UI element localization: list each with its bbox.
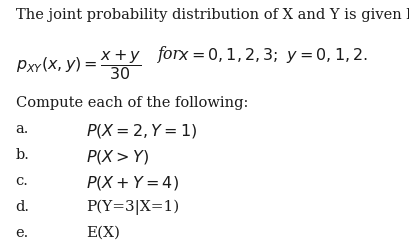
Text: $P(X > Y)$: $P(X > Y)$ <box>86 148 149 166</box>
Text: $P(X + Y = 4)$: $P(X + Y = 4)$ <box>86 174 179 192</box>
Text: Compute each of the following:: Compute each of the following: <box>16 96 247 110</box>
Text: b.: b. <box>16 148 29 162</box>
Text: P(Y=3|X=1): P(Y=3|X=1) <box>86 200 179 215</box>
Text: $x = 0,1,2,3;\ y = 0,1,2.$: $x = 0,1,2,3;\ y = 0,1,2.$ <box>178 46 367 65</box>
Text: $p_{XY}(x, y) = \dfrac{x+y}{30}$: $p_{XY}(x, y) = \dfrac{x+y}{30}$ <box>16 48 140 82</box>
Text: d.: d. <box>16 200 29 214</box>
Text: for: for <box>157 46 180 63</box>
Text: E(X): E(X) <box>86 226 120 240</box>
Text: $P(X = 2, Y = 1)$: $P(X = 2, Y = 1)$ <box>86 122 197 140</box>
Text: The joint probability distribution of X and Y is given by: The joint probability distribution of X … <box>16 8 409 23</box>
Text: a.: a. <box>16 122 29 136</box>
Text: c.: c. <box>16 174 28 188</box>
Text: e.: e. <box>16 226 29 240</box>
